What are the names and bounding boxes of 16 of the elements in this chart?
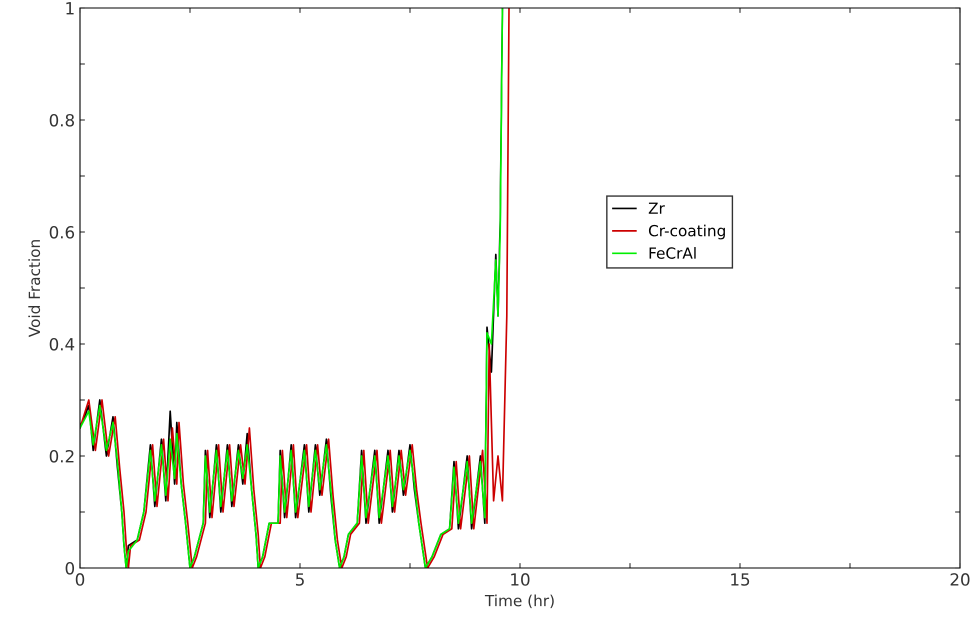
x-tick-label: 10: [511, 573, 530, 586]
y-tick-label: 1: [66, 2, 74, 14]
y-tick-label: 0.6: [50, 226, 74, 239]
x-tick-label: 15: [731, 573, 750, 586]
y-tick-label: 0.4: [50, 338, 74, 351]
legend-label: FeCrAl: [650, 247, 696, 259]
x-tick-label: 0: [76, 573, 84, 586]
y-tick-label: 0: [66, 562, 74, 575]
legend-label: Cr-coating: [648, 224, 725, 240]
legend-label: Zr: [648, 202, 665, 214]
x-tick-label: 5: [296, 573, 304, 586]
x-tick-label: 20: [950, 573, 970, 586]
y-tick-label: 0.2: [50, 450, 74, 463]
x-axis-title: Time (hr): [484, 594, 554, 608]
y-tick-label: 0.8: [50, 114, 74, 127]
y-axis-title: Void Fraction: [28, 240, 40, 338]
